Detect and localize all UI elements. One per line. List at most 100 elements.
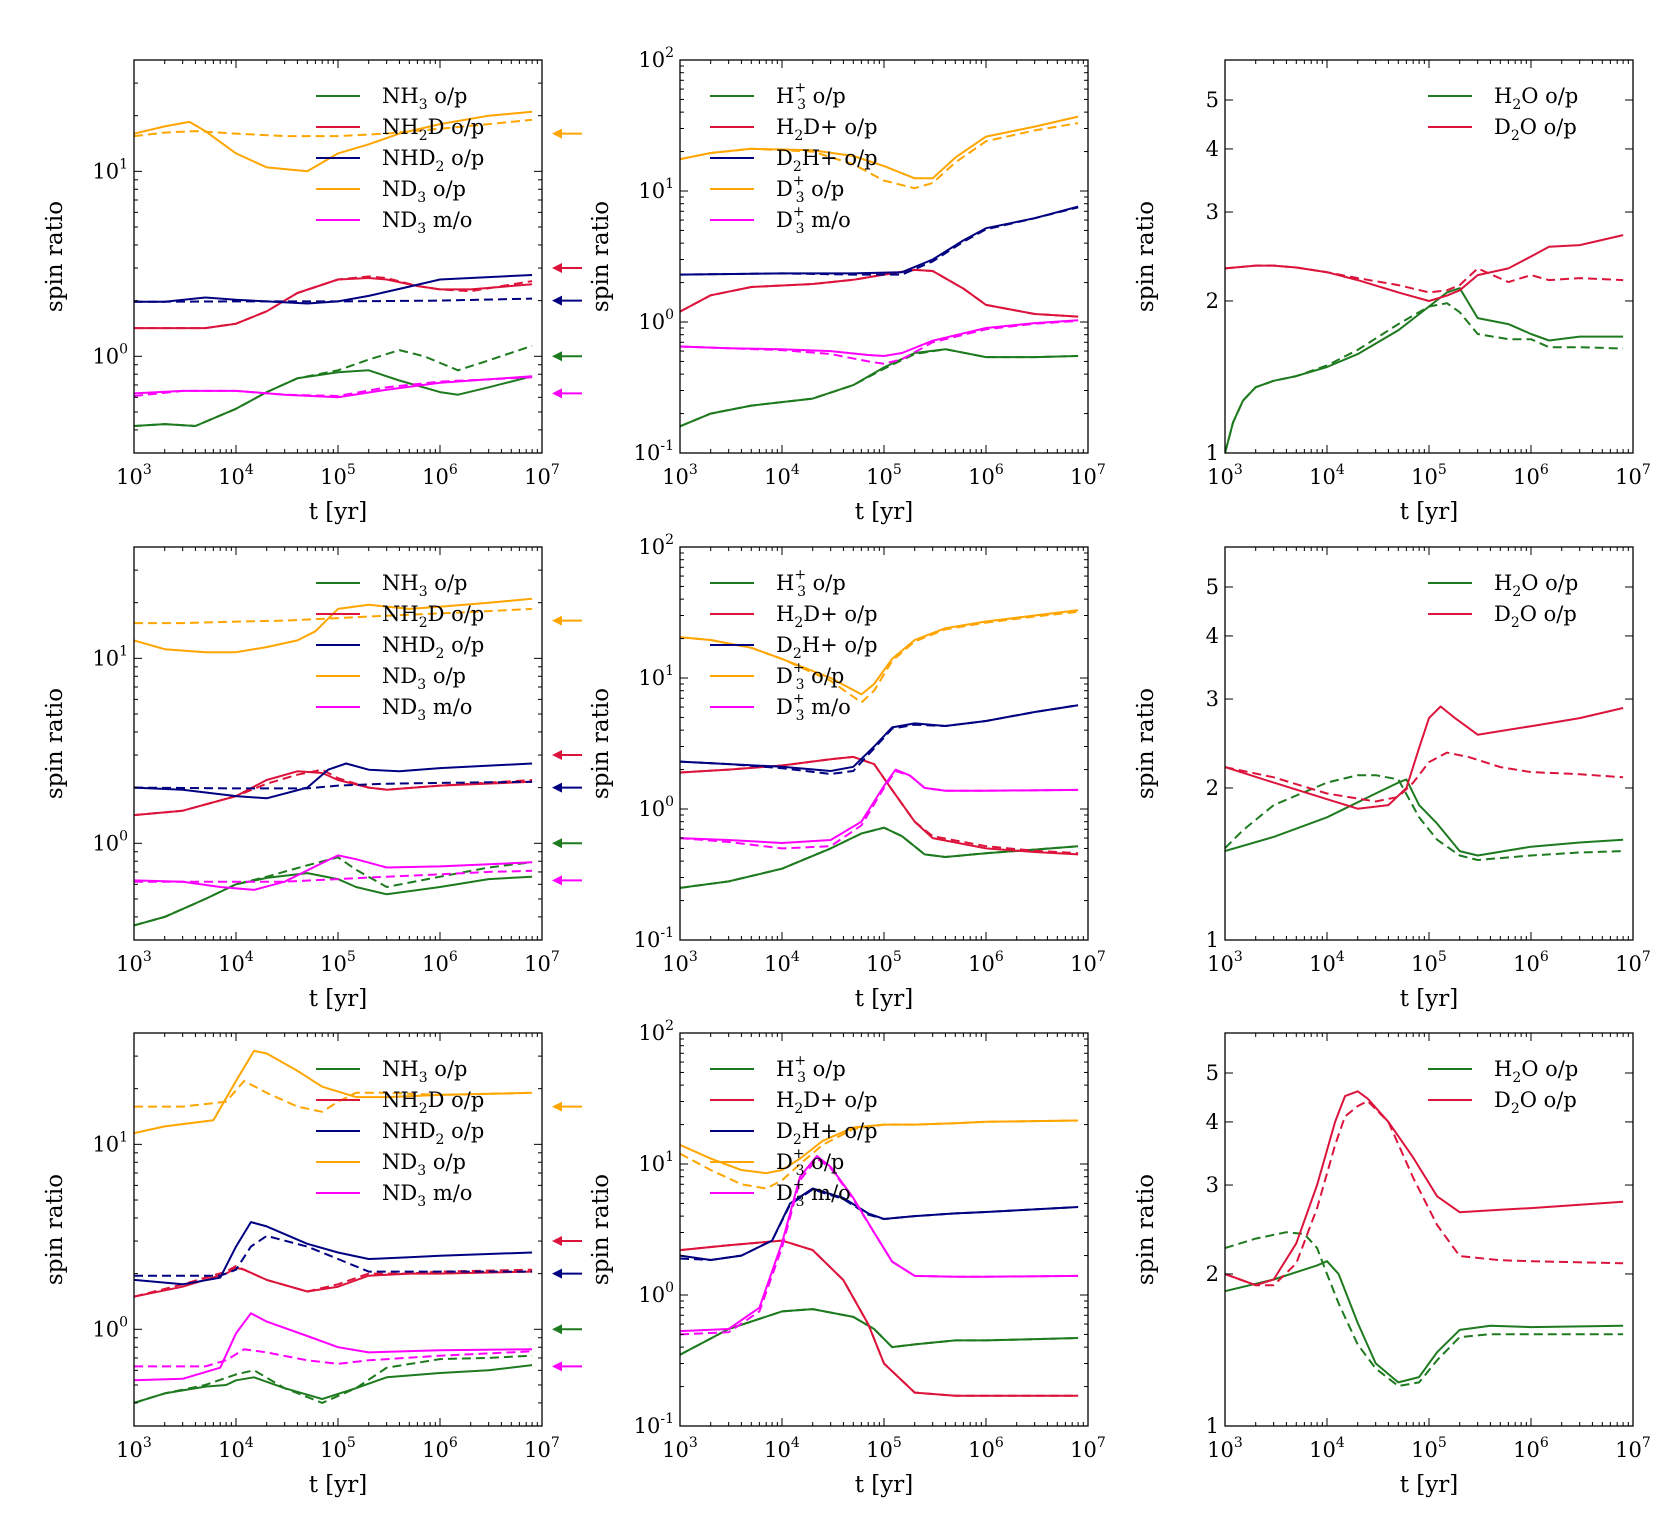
series-line-1 bbox=[680, 1308, 1079, 1356]
y-tick-label: 100 bbox=[638, 307, 674, 334]
legend-entry: D+ 3 o/p bbox=[776, 1146, 844, 1179]
series-line-2 bbox=[680, 268, 1079, 318]
x-tick-label: 107 bbox=[1070, 462, 1106, 489]
series-line-1 bbox=[134, 344, 533, 427]
y-axis-label: spin ratio bbox=[1133, 688, 1159, 799]
y-tick-label: 101 bbox=[92, 1129, 128, 1156]
series-line-9 bbox=[680, 319, 1079, 365]
x-axis-label: t [yr] bbox=[1400, 986, 1459, 1012]
series-line-8 bbox=[134, 854, 533, 891]
legend-entry: H2O o/p bbox=[1494, 84, 1578, 113]
reference-arrow-head bbox=[552, 388, 562, 399]
y-tick-label: 3 bbox=[1206, 200, 1219, 224]
series-line-6 bbox=[134, 597, 533, 654]
x-tick-label: 105 bbox=[866, 1435, 902, 1462]
x-tick-label: 104 bbox=[1309, 1435, 1345, 1462]
y-tick-label: 101 bbox=[92, 156, 128, 183]
panel-2-0: 103 104 105 106 107 100 101 t [yr] spin ratio NH3… bbox=[42, 1032, 582, 1498]
series-line-1 bbox=[680, 348, 1079, 428]
series-line-4 bbox=[680, 1187, 1079, 1261]
series-line-2 bbox=[1225, 1090, 1624, 1287]
panel-0-1: 103 104 105 106 107 10-1 100 101 102 t [yr] spin r… bbox=[588, 45, 1106, 525]
legend-entry: D2H+ o/p bbox=[776, 633, 878, 662]
series-line-3 bbox=[1225, 751, 1624, 803]
panel-2-1: 103 104 105 106 107 10-1 100 101 102 t [yr] spin r… bbox=[588, 1018, 1106, 1498]
y-tick-label: 101 bbox=[638, 1149, 674, 1176]
legend-entry: H+ 3 o/p bbox=[776, 80, 846, 113]
axes-frame bbox=[1224, 59, 1634, 454]
y-tick-label: 2 bbox=[1206, 1262, 1219, 1286]
x-tick-label: 106 bbox=[968, 949, 1004, 976]
reference-arrow-head bbox=[552, 128, 562, 139]
series-group bbox=[1225, 234, 1624, 453]
series-group bbox=[1225, 705, 1624, 861]
legend-entry: ND3 o/p bbox=[382, 664, 466, 693]
series-line-5 bbox=[680, 1188, 1079, 1261]
x-axis-label: t [yr] bbox=[309, 1472, 368, 1498]
x-tick-label: 105 bbox=[1411, 462, 1447, 489]
series-line-6 bbox=[680, 115, 1079, 180]
panel-1-0: 103 104 105 106 107 100 101 t [yr] spin ratio NH3… bbox=[42, 546, 582, 1012]
legend-entry: NH3 o/p bbox=[382, 571, 467, 600]
axes-frame bbox=[1224, 546, 1634, 941]
y-axis-label: spin ratio bbox=[588, 201, 614, 312]
series-line-8 bbox=[680, 768, 1079, 844]
x-tick-label: 106 bbox=[968, 1435, 1004, 1462]
legend-entry: D2O o/p bbox=[1494, 115, 1577, 144]
y-tick-label: 1 bbox=[1206, 1414, 1219, 1438]
y-axis-label: spin ratio bbox=[1133, 201, 1159, 312]
legend-entry: H2O o/p bbox=[1494, 1057, 1578, 1086]
y-axis-label: spin ratio bbox=[42, 201, 68, 312]
legend-entry: H2D+ o/p bbox=[776, 115, 878, 144]
series-line-3 bbox=[134, 1265, 533, 1298]
x-tick-label: 107 bbox=[524, 949, 560, 976]
series-line-3 bbox=[134, 768, 533, 817]
reference-arrow-head bbox=[552, 1268, 562, 1279]
series-line-7 bbox=[680, 1119, 1079, 1190]
x-tick-label: 104 bbox=[764, 949, 800, 976]
series-line-4 bbox=[134, 274, 533, 305]
y-axis-label: spin ratio bbox=[588, 1174, 614, 1285]
x-tick-label: 104 bbox=[764, 1435, 800, 1462]
panel-1-2: 103 104 105 106 107 1 2 3 4 5 t [yr] spin ratio H2O … bbox=[1133, 546, 1651, 1012]
series-line-6 bbox=[680, 1119, 1079, 1175]
y-tick-label: 101 bbox=[638, 663, 674, 690]
legend-entry: ND3 m/o bbox=[382, 695, 472, 724]
series-group bbox=[134, 110, 533, 427]
reference-arrow-head bbox=[552, 1236, 562, 1247]
legend-entry: H2D+ o/p bbox=[776, 1088, 878, 1117]
x-tick-label: 103 bbox=[1207, 949, 1243, 976]
axes-frame bbox=[679, 59, 1089, 454]
y-tick-label: 2 bbox=[1206, 289, 1219, 313]
y-tick-label: 100 bbox=[92, 1314, 128, 1341]
x-axis-label: t [yr] bbox=[855, 1472, 914, 1498]
legend-entry: H+ 3 o/p bbox=[776, 567, 846, 600]
legend-entry: NH2D o/p bbox=[382, 1088, 484, 1117]
series-line-3 bbox=[680, 755, 1079, 855]
series-line-7 bbox=[134, 118, 533, 138]
axes-frame bbox=[133, 1032, 543, 1427]
legend-entry: NHD2 o/p bbox=[382, 1119, 484, 1148]
x-tick-label: 103 bbox=[116, 462, 152, 489]
x-tick-label: 105 bbox=[320, 949, 356, 976]
y-axis-label: spin ratio bbox=[42, 1174, 68, 1285]
legend-entry: NH3 o/p bbox=[382, 1057, 467, 1086]
x-tick-label: 106 bbox=[422, 949, 458, 976]
series-line-9 bbox=[134, 1348, 533, 1368]
series-line-1 bbox=[1225, 1231, 1624, 1387]
reference-arrow-head bbox=[552, 1324, 562, 1335]
series-line-3 bbox=[680, 268, 1079, 318]
x-tick-label: 105 bbox=[866, 949, 902, 976]
y-tick-label: 101 bbox=[638, 176, 674, 203]
legend-entry: D2O o/p bbox=[1494, 1088, 1577, 1117]
series-line-1 bbox=[134, 856, 533, 927]
x-axis-label: t [yr] bbox=[309, 986, 368, 1012]
series-line-0 bbox=[1225, 1260, 1624, 1384]
reference-arrow-head bbox=[552, 782, 562, 793]
panel-2-2: 103 104 105 106 107 1 2 3 4 5 t [yr] spin ratio H2O … bbox=[1133, 1032, 1651, 1498]
